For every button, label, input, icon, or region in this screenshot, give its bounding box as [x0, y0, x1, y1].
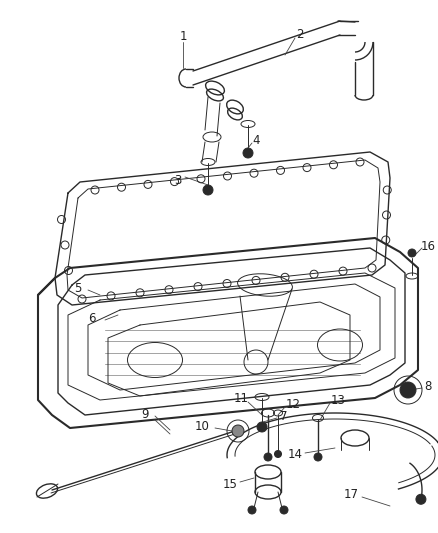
Text: 9: 9 [141, 408, 149, 421]
Text: 16: 16 [420, 239, 435, 253]
Circle shape [248, 506, 256, 514]
Circle shape [232, 425, 244, 437]
Circle shape [203, 185, 213, 195]
Text: 13: 13 [331, 394, 346, 408]
Text: 11: 11 [233, 392, 248, 406]
Circle shape [275, 450, 282, 457]
Text: 7: 7 [280, 409, 288, 423]
Text: 12: 12 [286, 399, 300, 411]
Text: 8: 8 [424, 379, 432, 392]
Circle shape [243, 148, 253, 158]
Circle shape [264, 453, 272, 461]
Text: 4: 4 [252, 133, 260, 147]
Circle shape [257, 422, 267, 432]
Circle shape [416, 494, 426, 504]
Text: 17: 17 [343, 489, 358, 502]
Circle shape [408, 249, 416, 257]
Text: 3: 3 [174, 174, 182, 187]
Circle shape [314, 453, 322, 461]
Text: 15: 15 [223, 478, 237, 490]
Circle shape [400, 382, 416, 398]
Text: 2: 2 [296, 28, 304, 42]
Text: 6: 6 [88, 311, 96, 325]
Text: 5: 5 [74, 281, 82, 295]
Text: 14: 14 [287, 448, 303, 462]
Circle shape [280, 506, 288, 514]
Text: 1: 1 [179, 30, 187, 44]
Text: 10: 10 [194, 419, 209, 432]
